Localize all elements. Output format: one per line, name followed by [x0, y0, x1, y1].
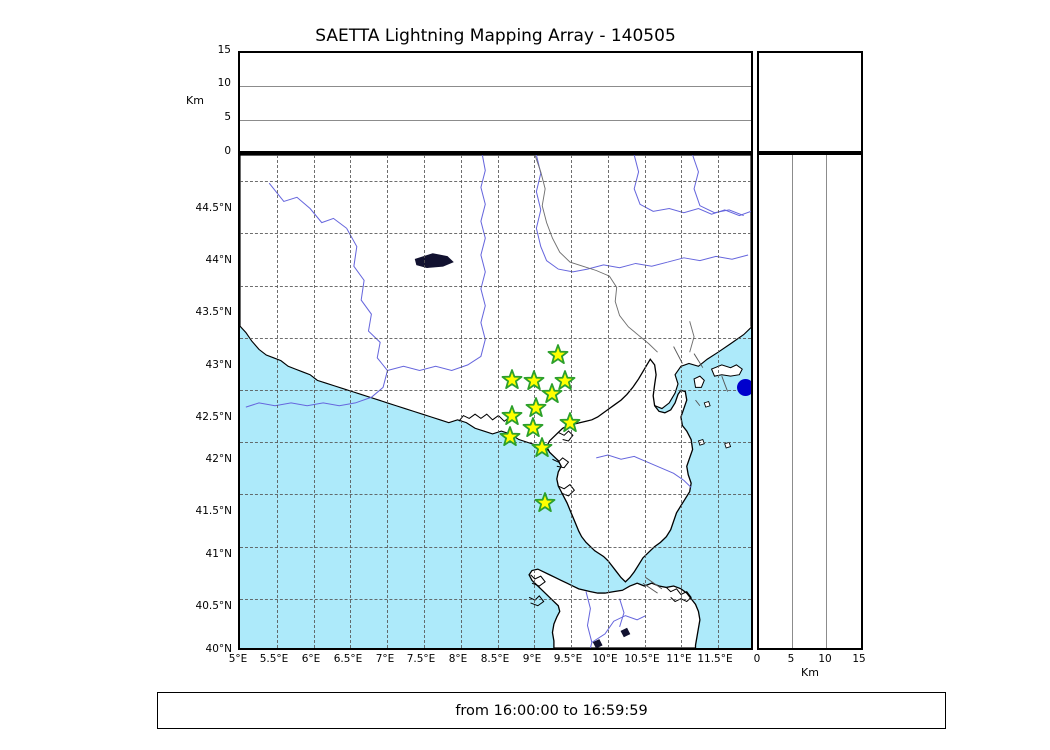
map-canvas — [240, 155, 751, 648]
tick-lon-10.5: 10.5°E — [624, 653, 660, 665]
station-star-marker[interactable] — [541, 382, 563, 405]
axis-label-right-km: Km — [801, 666, 819, 679]
tick-lat-40: 40°N — [205, 643, 232, 655]
station-star-marker[interactable] — [534, 491, 556, 514]
gridline-5km-vert — [792, 155, 793, 648]
sardinia-northeast-coast-detail — [665, 587, 692, 603]
time-range-text: from 16:00:00 to 16:59:59 — [455, 702, 648, 719]
sardinia-lake-1 — [620, 627, 631, 638]
graticule-lat-43.5 — [240, 285, 751, 287]
graticule-lon-9.5 — [571, 155, 573, 648]
tick-lon-8.5: 8.5°E — [480, 653, 510, 665]
tick-right-15: 15 — [852, 653, 866, 665]
islet-gorgona — [703, 400, 711, 408]
panel-height-vs-longitude[interactable] — [238, 51, 753, 153]
graticule-lon-10.5 — [644, 155, 646, 648]
corsica-west-coast-detail — [552, 430, 576, 497]
tick-lon-8: 8°E — [448, 653, 468, 665]
graticule-lat-43 — [240, 337, 751, 339]
graticule-lat-40.5 — [240, 598, 751, 600]
tick-lat-42: 42°N — [205, 453, 232, 465]
tick-lat-43: 43°N — [205, 359, 232, 371]
graticule-lon-7 — [387, 155, 389, 648]
station-star-marker[interactable] — [531, 436, 553, 459]
rivers-layer — [245, 155, 751, 648]
station-star-marker[interactable] — [522, 417, 544, 439]
gridline-10km-vert — [826, 155, 827, 648]
borders-layer — [534, 155, 695, 353]
tick-right-10: 10 — [818, 653, 832, 665]
tick-lat-44: 44°N — [205, 254, 232, 266]
tick-top-10: 10 — [217, 77, 231, 89]
graticule-lon-10 — [607, 155, 609, 648]
tick-lon-7: 7°E — [375, 653, 395, 665]
panel-corner[interactable] — [757, 51, 863, 153]
capraia-island — [693, 375, 705, 388]
station-star-marker[interactable] — [525, 397, 547, 419]
tick-right-5: 5 — [787, 653, 795, 665]
station-markers-layer — [240, 155, 751, 648]
tick-top-0: 0 — [224, 145, 231, 157]
source-dot-marker[interactable] — [737, 378, 751, 396]
tick-lon-5.5: 5.5°E — [259, 653, 289, 665]
tick-top-5: 5 — [224, 111, 231, 123]
graticule-lat-41.5 — [240, 494, 751, 496]
graticule-lon-8 — [460, 155, 462, 648]
station-star-marker[interactable] — [501, 369, 523, 391]
station-star-marker[interactable] — [559, 411, 581, 434]
graticule-lat-42.5 — [240, 390, 751, 391]
graticule-lat-42 — [240, 442, 751, 444]
graticule-lon-6 — [313, 155, 315, 648]
station-star-marker[interactable] — [523, 370, 545, 392]
tick-lat-40.5: 40.5°N — [195, 600, 232, 612]
station-star-marker[interactable] — [554, 370, 576, 392]
station-star-marker[interactable] — [547, 344, 569, 366]
tick-lon-9.5: 9.5°E — [553, 653, 583, 665]
tick-lon-5: 5°E — [228, 653, 248, 665]
graticule-lon-7.5 — [423, 155, 425, 648]
graticule-lon-11.5 — [718, 155, 720, 648]
tick-lon-6.5: 6.5°E — [333, 653, 363, 665]
gridline-5km — [240, 120, 751, 121]
panel-map[interactable] — [238, 153, 753, 650]
tick-lon-11: 11°E — [666, 653, 692, 665]
graticule-lon-5.5 — [276, 155, 278, 648]
tick-lon-6: 6°E — [301, 653, 321, 665]
tick-lat-41.5: 41.5°N — [195, 505, 232, 517]
station-star-marker[interactable] — [499, 426, 521, 448]
tick-lat-41: 41°N — [205, 548, 232, 560]
coast-detail-riviera — [458, 413, 511, 422]
axis-label-top-km: Km — [186, 94, 204, 107]
station-star-marker[interactable] — [501, 404, 523, 427]
tick-lat-42.5: 42.5°N — [195, 411, 232, 423]
page-title: SAETTA Lightning Mapping Array - 140505 — [315, 26, 676, 46]
graticule-lat-44.5 — [240, 181, 751, 183]
gridline-10km — [240, 86, 751, 87]
tick-lat-44.5: 44.5°N — [195, 202, 232, 214]
elba-island — [710, 364, 743, 377]
time-range-statusbar[interactable]: from 16:00:00 to 16:59:59 — [157, 692, 946, 729]
graticule-lon-11 — [681, 155, 683, 648]
tick-lon-7.5: 7.5°E — [406, 653, 436, 665]
tick-right-0: 0 — [753, 653, 761, 665]
panel-height-vs-latitude[interactable] — [757, 153, 863, 650]
tick-lon-9: 9°E — [522, 653, 542, 665]
sardinia-lake-2 — [592, 639, 603, 648]
graticule-lon-6.5 — [350, 155, 352, 648]
tick-top-15: 15 — [217, 44, 231, 56]
graticule-lat-44 — [240, 233, 751, 235]
tick-lon-11.5: 11.5°E — [697, 653, 733, 665]
graticule-lon-8.5 — [497, 155, 499, 648]
tick-lat-43.5: 43.5°N — [195, 306, 232, 318]
graticule-lat-41 — [240, 546, 751, 548]
tick-lon-10: 10°E — [592, 653, 618, 665]
